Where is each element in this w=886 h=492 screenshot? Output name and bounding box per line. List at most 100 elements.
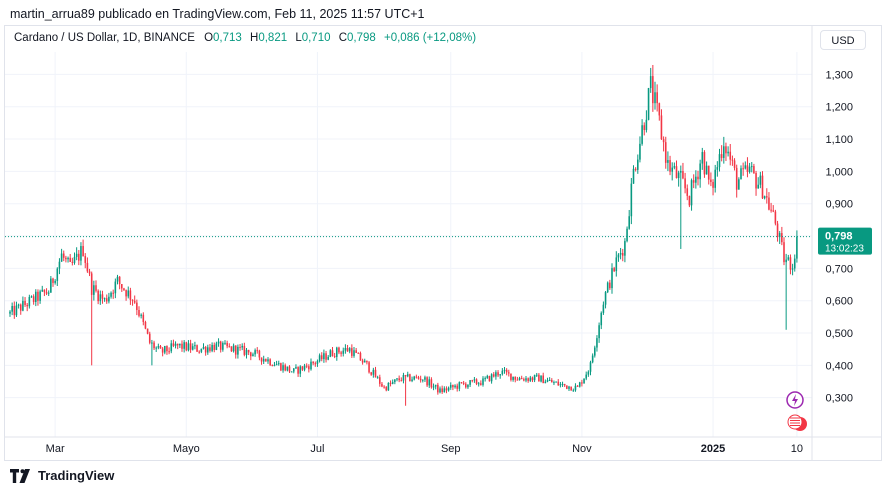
candle-body [712, 181, 714, 188]
candle-body [445, 388, 448, 391]
candle-body [90, 273, 93, 295]
candle-body [454, 385, 456, 388]
candle-body [738, 179, 740, 190]
candle-body [275, 364, 278, 366]
candle-body [535, 374, 538, 376]
candle-body [785, 259, 787, 263]
price-tick-label: 0,600 [825, 296, 853, 308]
candle-body [503, 369, 506, 371]
candle-body [99, 294, 102, 302]
candle-body [35, 291, 37, 302]
candle-body [329, 350, 332, 357]
candle-body [136, 302, 138, 310]
candle-body [422, 379, 424, 381]
candle-body [226, 342, 228, 347]
candle-body [725, 146, 727, 154]
candle-body [432, 386, 435, 388]
candle-body [480, 383, 482, 385]
candle-body [748, 166, 751, 172]
candle-body [280, 363, 282, 371]
candle-body [101, 294, 104, 299]
candle-body [619, 253, 622, 255]
candle-body [383, 386, 385, 388]
chart-frame [4, 25, 882, 461]
candle-body [508, 372, 510, 374]
candle-body [258, 350, 261, 358]
candle-body [710, 179, 712, 182]
price-tick-label: 0,900 [825, 199, 853, 211]
candle-body [688, 195, 691, 206]
candle-body [148, 333, 151, 343]
candle-body [284, 365, 286, 371]
candle-body [471, 380, 474, 382]
candle-body [723, 146, 725, 158]
candle-body [67, 257, 69, 260]
candle-body [434, 384, 437, 387]
currency-button[interactable]: USD [820, 30, 866, 50]
candle-body [578, 382, 581, 387]
candle-body [348, 348, 351, 352]
footer-brand[interactable]: TradingView [10, 468, 114, 483]
candle-body [286, 366, 289, 371]
candle-body [510, 373, 512, 380]
candle-body [499, 374, 501, 376]
candle-body [611, 268, 613, 289]
candle-body [591, 355, 594, 363]
candle-body [750, 166, 753, 168]
candle-body [677, 172, 680, 179]
candle-body [759, 175, 762, 185]
candle-body [755, 173, 757, 189]
candle-body [273, 365, 276, 367]
candle-body [73, 256, 76, 263]
candle-body [641, 125, 643, 144]
candle-body [718, 154, 721, 168]
candle-body [716, 167, 719, 170]
candle-body [234, 345, 237, 355]
us-flag-icon [787, 414, 803, 430]
candle-body [13, 305, 16, 316]
candle-body [209, 347, 211, 351]
candle-body [138, 309, 140, 316]
candle-body [753, 166, 755, 174]
candle-body [456, 385, 458, 389]
candle-body [441, 388, 443, 393]
candle-body [621, 253, 624, 256]
candle-body [198, 351, 200, 353]
countdown-label: 13:02:23 [825, 244, 864, 255]
brand-name: TradingView [38, 468, 115, 483]
candle-body [260, 357, 263, 362]
candle-body [211, 344, 213, 351]
candle-body [563, 383, 566, 386]
candle-body [630, 183, 633, 217]
candle-body [516, 379, 519, 381]
candle-body [656, 92, 658, 104]
candle-body [303, 365, 306, 370]
candle-body [344, 347, 347, 351]
time-tick-label: Mar [46, 443, 65, 455]
candle-body [376, 377, 379, 379]
open-value: 0,713 [213, 32, 242, 44]
candle-body [93, 285, 95, 295]
candle-body [731, 159, 734, 161]
candle-body [546, 380, 549, 382]
candle-body [776, 223, 779, 238]
candle-body [409, 374, 411, 381]
candle-body [204, 346, 207, 353]
candle-body [52, 278, 54, 283]
candle-body [589, 362, 592, 372]
candle-body [125, 290, 127, 297]
candle-body [391, 382, 394, 384]
candle-body [88, 271, 91, 274]
candle-body [664, 142, 667, 163]
candle-body [742, 168, 744, 170]
candle-body [222, 342, 224, 350]
candle-body [540, 375, 542, 382]
candle-body [757, 184, 759, 189]
candle-body [372, 369, 375, 375]
candle-body [118, 276, 121, 285]
candle-body [366, 360, 368, 363]
candle-body [301, 366, 304, 370]
candle-body [159, 346, 162, 349]
candle-body [308, 366, 310, 370]
